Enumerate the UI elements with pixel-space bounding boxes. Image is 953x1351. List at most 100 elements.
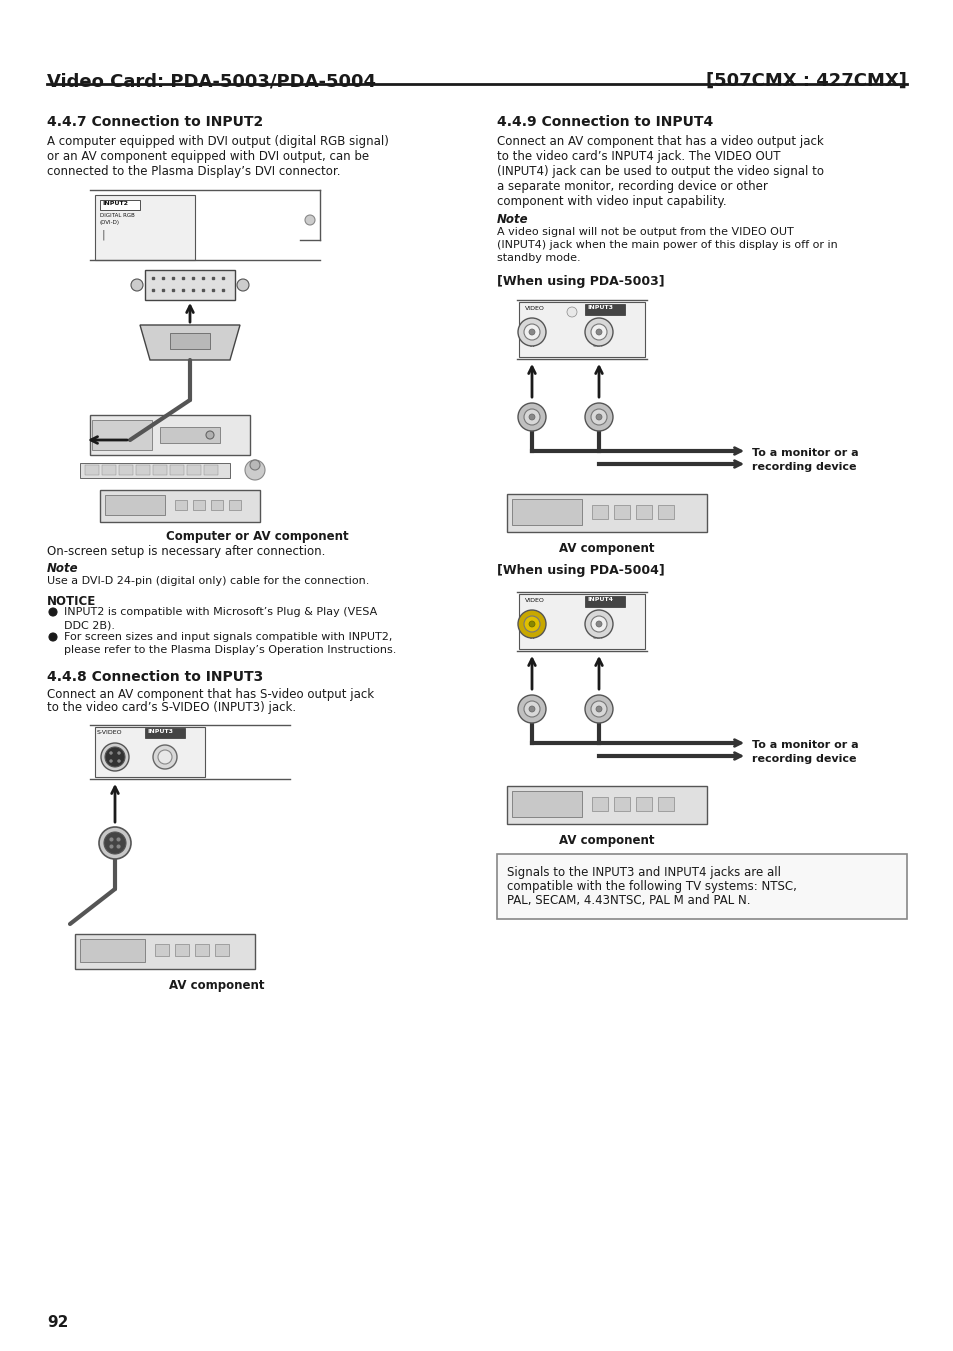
Circle shape [517,611,545,638]
Bar [506,786,706,824]
Circle shape [517,403,545,431]
Text: INPUT3: INPUT3 [147,730,172,734]
Text: [507CMX : 427CMX]: [507CMX : 427CMX] [705,72,906,91]
Bar [90,415,250,455]
Text: Signals to the INPUT3 and INPUT4 jacks are all: Signals to the INPUT3 and INPUT4 jacks a… [506,866,781,880]
Bar [105,494,165,515]
Text: (INPUT4) jack when the main power of this display is off or in: (INPUT4) jack when the main power of thi… [497,240,837,250]
Bar [119,465,132,476]
Circle shape [110,751,112,754]
Bar [91,420,152,450]
Text: OUT: OUT [593,635,604,640]
Bar [174,500,187,509]
Circle shape [101,743,129,771]
Circle shape [596,330,601,335]
Bar [592,797,607,811]
Text: 4.4.7 Connection to INPUT2: 4.4.7 Connection to INPUT2 [47,115,263,128]
Polygon shape [140,326,240,359]
Bar [174,944,189,957]
Bar [80,463,230,478]
Circle shape [566,307,577,317]
Text: OUT: OUT [593,343,604,349]
Text: 4.4.9 Connection to INPUT4: 4.4.9 Connection to INPUT4 [497,115,713,128]
Text: INPUT2 is compatible with Microsoft’s Plug & Play (VESA: INPUT2 is compatible with Microsoft’s Pl… [64,607,376,617]
Text: S-VIDEO: S-VIDEO [97,730,123,735]
Bar [187,465,201,476]
Circle shape [523,409,539,426]
Bar [614,505,629,519]
Bar [145,728,185,738]
Circle shape [158,750,172,765]
Bar [170,332,210,349]
Text: [When using PDA-5004]: [When using PDA-5004] [497,563,664,577]
Bar [75,934,254,969]
Bar [136,465,150,476]
Bar [497,854,906,919]
Circle shape [523,701,539,717]
Text: to the video card’s S-VIDEO (INPUT3) jack.: to the video card’s S-VIDEO (INPUT3) jac… [47,701,295,713]
Circle shape [206,431,213,439]
Bar [658,797,673,811]
Text: to the video card’s INPUT4 jack. The VIDEO OUT: to the video card’s INPUT4 jack. The VID… [497,150,780,163]
Circle shape [104,832,126,854]
Bar [211,500,223,509]
Circle shape [305,215,314,226]
Circle shape [110,838,112,840]
Text: [When using PDA-5003]: [When using PDA-5003] [497,276,664,288]
Bar [506,494,706,532]
Text: AV component: AV component [169,979,265,992]
Circle shape [99,827,131,859]
Bar [512,499,581,526]
Circle shape [245,459,265,480]
Circle shape [523,616,539,632]
Text: connected to the Plasma Display’s DVI connector.: connected to the Plasma Display’s DVI co… [47,165,340,178]
Text: IN: IN [529,635,535,640]
Text: To a monitor or a: To a monitor or a [751,449,858,458]
Circle shape [584,317,613,346]
Bar [518,594,644,648]
Bar [512,790,581,817]
Bar [154,944,169,957]
Text: or an AV component equipped with DVI output, can be: or an AV component equipped with DVI out… [47,150,369,163]
Text: component with video input capability.: component with video input capability. [497,195,726,208]
Circle shape [529,413,535,420]
Bar [95,727,205,777]
Text: To a monitor or a: To a monitor or a [751,740,858,750]
Text: On-screen setup is necessary after connection.: On-screen setup is necessary after conne… [47,544,325,558]
Text: standby mode.: standby mode. [497,253,580,263]
Circle shape [117,844,120,848]
Bar [160,427,220,443]
Text: VIDEO: VIDEO [524,305,544,311]
Bar [193,500,205,509]
Text: 92: 92 [47,1315,69,1329]
Text: INPUT3: INPUT3 [586,305,613,309]
Text: Connect an AV component that has S-video output jack: Connect an AV component that has S-video… [47,688,374,701]
Text: PAL, SECAM, 4.43NTSC, PAL M and PAL N.: PAL, SECAM, 4.43NTSC, PAL M and PAL N. [506,894,750,907]
Text: Note: Note [497,213,528,226]
Circle shape [117,751,120,754]
Bar [152,465,167,476]
Text: DIGITAL RGB: DIGITAL RGB [100,213,134,218]
Circle shape [117,759,120,762]
Bar [658,505,673,519]
Circle shape [250,459,260,470]
Circle shape [131,280,143,290]
Text: AV component: AV component [558,834,654,847]
Text: INPUT4: INPUT4 [586,597,613,603]
Circle shape [517,694,545,723]
Bar [100,200,140,209]
Bar [614,797,629,811]
Text: a separate monitor, recording device or other: a separate monitor, recording device or … [497,180,767,193]
Text: INPUT2: INPUT2 [102,201,128,205]
Bar [204,465,218,476]
Text: Computer or AV component: Computer or AV component [166,530,348,543]
Circle shape [584,403,613,431]
Circle shape [590,409,606,426]
Circle shape [236,280,249,290]
Circle shape [590,701,606,717]
Text: (DVI-D): (DVI-D) [100,220,120,226]
Text: recording device: recording device [751,462,856,471]
Circle shape [596,621,601,627]
Text: VIDEO: VIDEO [524,598,544,603]
Text: Note: Note [47,562,78,576]
